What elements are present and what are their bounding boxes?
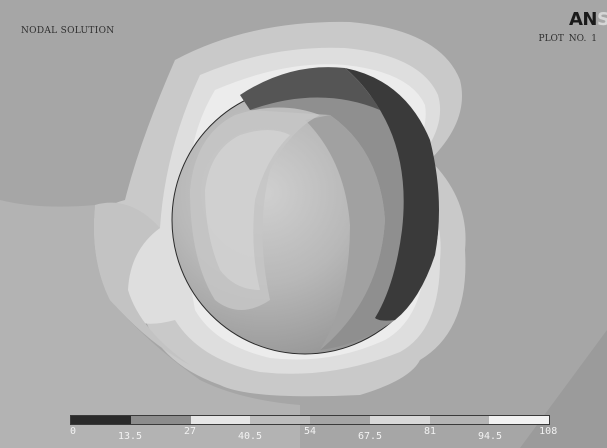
- sphere-highlight-core: [205, 130, 290, 290]
- legend-swatch: [250, 416, 310, 424]
- legend-swatch: [190, 416, 251, 424]
- sphere-dark-crescent: [345, 68, 439, 321]
- legend-tick-label: 0: [70, 426, 77, 437]
- legend-swatch: [71, 416, 131, 424]
- legend-swatch: [489, 416, 549, 424]
- contour-legend: 0 13.5 27 40.5 54 67.5 81 94.5 108: [70, 415, 557, 448]
- legend-tick-label: 108: [539, 426, 558, 437]
- legend-swatch: [310, 416, 370, 424]
- legend-swatch: [369, 416, 430, 424]
- legend-tick-label: 27: [183, 426, 197, 437]
- legend-swatch: [429, 416, 490, 424]
- logo-text-dark: AN: [569, 10, 598, 30]
- sphere-top-cap: [240, 67, 380, 110]
- legend-tick-label: 94.5: [477, 431, 503, 442]
- legend-swatch: [130, 416, 191, 424]
- sphere-band-1: [250, 92, 432, 350]
- legend-tick-label: 54: [303, 426, 317, 437]
- legend-tick-label: 40.5: [237, 431, 263, 442]
- contour-band-left: [0, 200, 300, 448]
- plot-number-label: PLOT NO. 1: [539, 34, 597, 44]
- ansys-logo: ANSYS: [569, 10, 607, 30]
- plot-number: 1: [591, 34, 597, 44]
- legend-tick-label: 81: [423, 426, 437, 437]
- legend-color-bar: [70, 415, 550, 425]
- logo-text-light: SYS: [597, 10, 607, 30]
- sphere-band-2: [305, 115, 385, 350]
- legend-tick-label: 13.5: [117, 431, 143, 442]
- plot-label: PLOT NO.: [538, 34, 587, 44]
- plot-title: NODAL SOLUTION: [21, 26, 115, 36]
- contour-band-left-light: [94, 202, 190, 365]
- legend-tick-label: 67.5: [357, 431, 383, 442]
